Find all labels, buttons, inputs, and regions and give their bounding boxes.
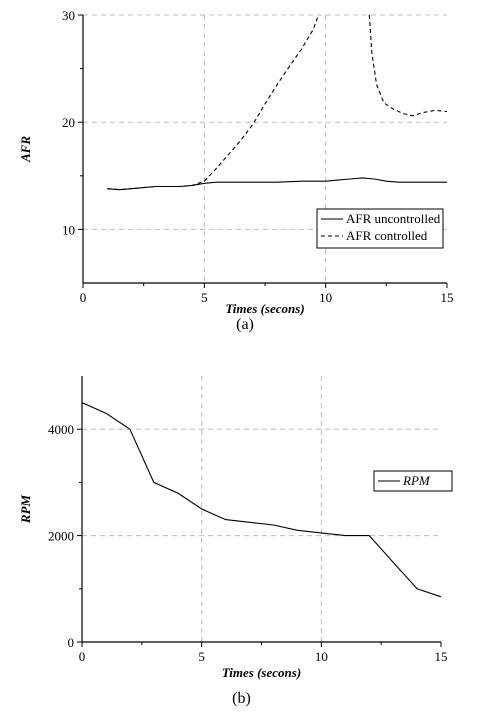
series-line-afr-uncontrolled	[107, 177, 447, 191]
series-line-rpm	[81, 402, 442, 598]
y-tick-label: 10	[62, 222, 75, 237]
x-tick-label: 10	[319, 290, 332, 305]
x-tick-label: 5	[201, 290, 208, 305]
y-tick-label: 0	[68, 635, 75, 650]
y-tick-label: 20	[62, 115, 75, 130]
x-axis-title: Times (secons)	[225, 301, 304, 316]
x-tick-label: 15	[435, 649, 448, 664]
legend-box	[316, 208, 444, 249]
legend-label: AFR controlled	[346, 228, 428, 243]
x-tick-label: 15	[441, 290, 454, 305]
y-tick-label: 30	[62, 8, 75, 23]
series-line-afr-controlled	[107, 14, 319, 191]
chart-panel-a: 0 5 10 15 10 20 30 Times (secons) AFR AFR uncontr…	[18, 8, 454, 333]
chart-panel-b: 0 5 10 15 0 2000 4000 Times (secons) RPM RPM (b)	[18, 376, 453, 707]
x-tick-label: 0	[79, 649, 86, 664]
x-tick-label: 5	[198, 649, 205, 664]
legend-box	[373, 470, 453, 492]
x-tick-label: 0	[80, 290, 87, 305]
y-tick-label: 4000	[48, 422, 74, 437]
y-tick-label: 2000	[48, 529, 74, 544]
figure-caption: (a)	[236, 316, 254, 333]
y-axis-title: RPM	[18, 494, 33, 524]
figure-caption: (b)	[232, 690, 251, 707]
y-axis-title: AFR	[18, 136, 33, 163]
legend-label: RPM	[402, 473, 431, 488]
series-line-afr-controlled	[368, 14, 448, 117]
x-tick-label: 10	[315, 649, 328, 664]
x-axis-title: Times (secons)	[222, 665, 301, 680]
legend-label: AFR uncontrolled	[346, 211, 441, 226]
